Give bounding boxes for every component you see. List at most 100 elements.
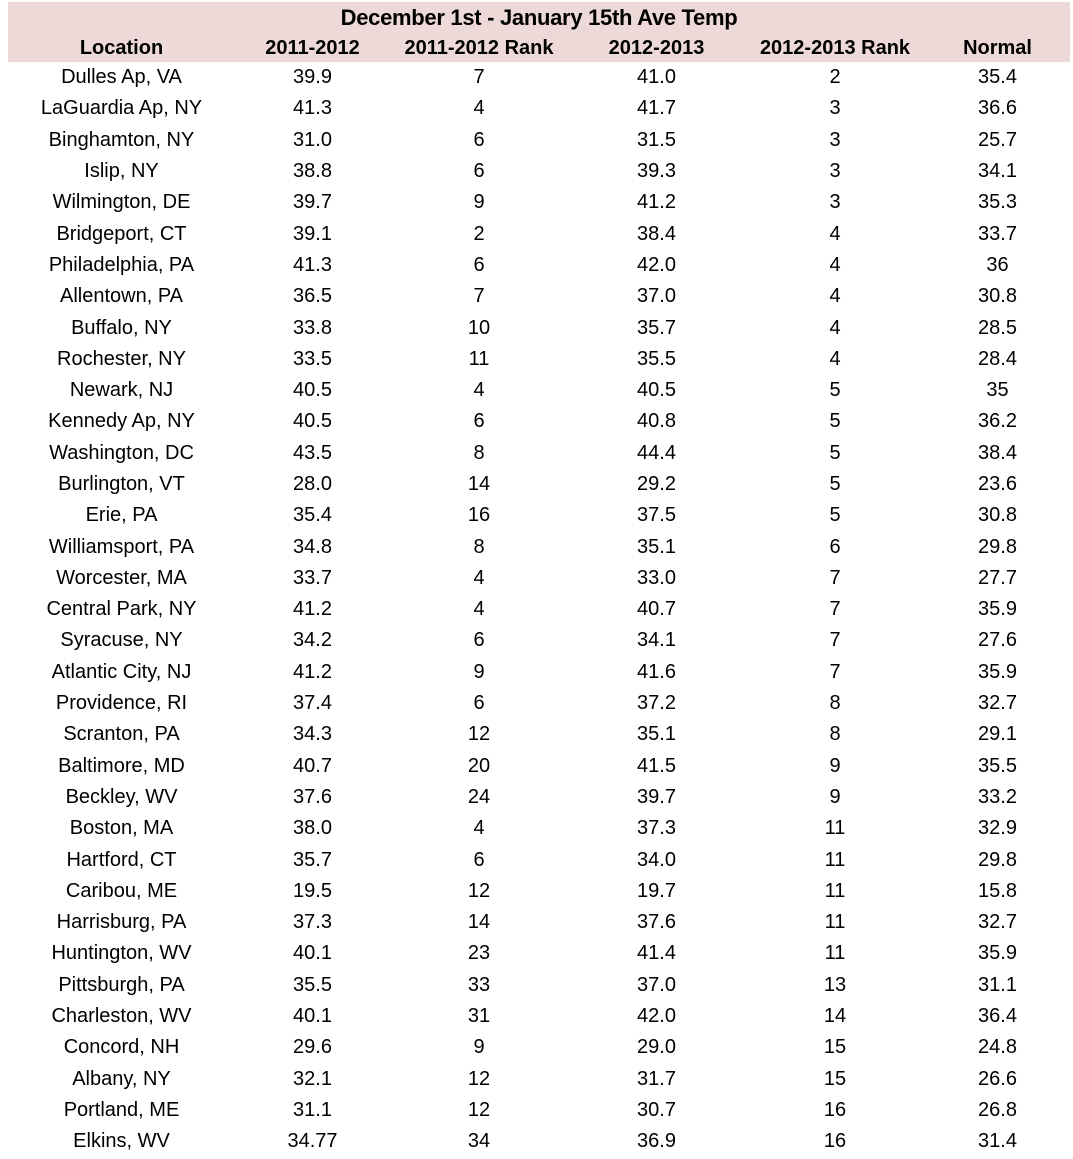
cell-rank-2011-2012: 31 (390, 1000, 568, 1033)
cell-normal: 29.8 (925, 844, 1071, 876)
cell-rank-2012-2013: 7 (745, 625, 925, 657)
cell-normal: 33.2 (925, 781, 1071, 814)
cell-temp-2011-2012: 37.6 (235, 781, 390, 814)
cell-temp-2011-2012: 19.5 (235, 875, 390, 908)
cell-rank-2011-2012: 9 (390, 187, 568, 219)
table-row: Binghamton, NY 31.0 6 31.5 3 25.7 (8, 124, 1071, 156)
cell-rank-2012-2013: 9 (745, 750, 925, 782)
cell-rank-2011-2012: 6 (390, 155, 568, 188)
cell-location: Baltimore, MD (8, 750, 235, 782)
cell-temp-2012-2013: 34.1 (568, 625, 745, 657)
cell-rank-2012-2013: 4 (745, 249, 925, 282)
cell-rank-2011-2012: 6 (390, 249, 568, 282)
cell-temp-2012-2013: 37.5 (568, 500, 745, 532)
cell-temp-2012-2013: 41.0 (568, 62, 745, 94)
cell-temp-2012-2013: 37.3 (568, 813, 745, 845)
cell-temp-2011-2012: 40.5 (235, 374, 390, 407)
cell-temp-2011-2012: 33.5 (235, 343, 390, 375)
cell-rank-2012-2013: 3 (745, 155, 925, 188)
table-row: Buffalo, NY 33.8 10 35.7 4 28.5 (8, 312, 1071, 344)
cell-location: Atlantic City, NJ (8, 656, 235, 688)
cell-normal: 34.1 (925, 155, 1071, 188)
table-row: Albany, NY 32.1 12 31.7 15 26.6 (8, 1063, 1071, 1095)
table-row: Atlantic City, NJ 41.2 9 41.6 7 35.9 (8, 656, 1071, 688)
cell-rank-2012-2013: 3 (745, 187, 925, 219)
cell-normal: 35.4 (925, 62, 1071, 94)
table-row: Boston, MA 38.0 4 37.3 11 32.9 (8, 813, 1071, 845)
cell-normal: 32.9 (925, 813, 1071, 845)
cell-temp-2011-2012: 41.2 (235, 594, 390, 626)
cell-rank-2012-2013: 16 (745, 1094, 925, 1127)
cell-temp-2011-2012: 40.7 (235, 750, 390, 782)
table-title-row: December 1st - January 15th Ave Temp (8, 2, 1071, 34)
cell-location: Newark, NJ (8, 374, 235, 407)
cell-rank-2011-2012: 16 (390, 500, 568, 532)
cell-normal: 30.8 (925, 281, 1071, 313)
cell-rank-2011-2012: 6 (390, 406, 568, 438)
cell-rank-2012-2013: 9 (745, 781, 925, 814)
table-row: Central Park, NY 41.2 4 40.7 7 35.9 (8, 594, 1071, 626)
cell-rank-2012-2013: 11 (745, 907, 925, 939)
cell-location: Syracuse, NY (8, 625, 235, 657)
cell-rank-2012-2013: 5 (745, 468, 925, 501)
table-row: Newark, NJ 40.5 4 40.5 5 35 (8, 374, 1071, 407)
cell-temp-2011-2012: 31.0 (235, 124, 390, 156)
cell-rank-2011-2012: 34 (390, 1126, 568, 1158)
cell-temp-2011-2012: 35.7 (235, 844, 390, 876)
cell-location: Williamsport, PA (8, 531, 235, 563)
cell-rank-2011-2012: 8 (390, 531, 568, 563)
column-header-2011-2012: 2011-2012 (235, 34, 390, 62)
cell-rank-2011-2012: 4 (390, 813, 568, 845)
table-row: Erie, PA 35.4 16 37.5 5 30.8 (8, 500, 1071, 532)
table-row: Rochester, NY 33.5 11 35.5 4 28.4 (8, 343, 1071, 375)
cell-rank-2012-2013: 16 (745, 1126, 925, 1158)
cell-temp-2011-2012: 35.5 (235, 969, 390, 1001)
cell-temp-2012-2013: 40.5 (568, 374, 745, 407)
table-body: Dulles Ap, VA 39.9 7 41.0 2 35.4 LaGuardia Ap,… (8, 62, 1071, 1158)
cell-rank-2012-2013: 4 (745, 281, 925, 313)
cell-rank-2011-2012: 6 (390, 687, 568, 720)
cell-rank-2011-2012: 23 (390, 938, 568, 970)
cell-normal: 25.7 (925, 124, 1071, 156)
cell-rank-2011-2012: 7 (390, 281, 568, 313)
cell-rank-2012-2013: 3 (745, 93, 925, 125)
table-header: December 1st - January 15th Ave Temp Loc… (8, 2, 1071, 62)
cell-temp-2011-2012: 38.0 (235, 813, 390, 845)
cell-rank-2011-2012: 6 (390, 124, 568, 156)
cell-temp-2011-2012: 33.7 (235, 562, 390, 595)
cell-normal: 36 (925, 249, 1071, 282)
cell-location: Islip, NY (8, 155, 235, 188)
cell-rank-2011-2012: 6 (390, 625, 568, 657)
cell-rank-2012-2013: 11 (745, 875, 925, 908)
temperature-table-container: December 1st - January 15th Ave Temp Loc… (8, 2, 1071, 1158)
cell-rank-2011-2012: 2 (390, 218, 568, 250)
cell-location: Harrisburg, PA (8, 907, 235, 939)
cell-location: Wilmington, DE (8, 187, 235, 219)
cell-temp-2012-2013: 35.1 (568, 531, 745, 563)
cell-normal: 28.5 (925, 312, 1071, 344)
cell-rank-2012-2013: 5 (745, 500, 925, 532)
cell-temp-2012-2013: 39.3 (568, 155, 745, 188)
cell-rank-2011-2012: 4 (390, 594, 568, 626)
cell-location: Boston, MA (8, 813, 235, 845)
table-row: Scranton, PA 34.3 12 35.1 8 29.1 (8, 719, 1071, 751)
cell-temp-2011-2012: 36.5 (235, 281, 390, 313)
cell-temp-2011-2012: 32.1 (235, 1063, 390, 1095)
cell-temp-2012-2013: 42.0 (568, 249, 745, 282)
cell-temp-2012-2013: 44.4 (568, 437, 745, 469)
cell-temp-2012-2013: 31.5 (568, 124, 745, 156)
cell-location: Rochester, NY (8, 343, 235, 375)
cell-temp-2011-2012: 40.1 (235, 938, 390, 970)
cell-temp-2011-2012: 43.5 (235, 437, 390, 469)
table-row: Wilmington, DE 39.7 9 41.2 3 35.3 (8, 187, 1071, 219)
cell-temp-2012-2013: 39.7 (568, 781, 745, 814)
cell-location: Huntington, WV (8, 938, 235, 970)
cell-normal: 31.1 (925, 969, 1071, 1001)
cell-rank-2011-2012: 4 (390, 374, 568, 407)
cell-normal: 26.6 (925, 1063, 1071, 1095)
cell-temp-2012-2013: 31.7 (568, 1063, 745, 1095)
table-row: Syracuse, NY 34.2 6 34.1 7 27.6 (8, 625, 1071, 657)
cell-location: Beckley, WV (8, 781, 235, 814)
cell-rank-2011-2012: 4 (390, 93, 568, 125)
cell-temp-2012-2013: 29.2 (568, 468, 745, 501)
